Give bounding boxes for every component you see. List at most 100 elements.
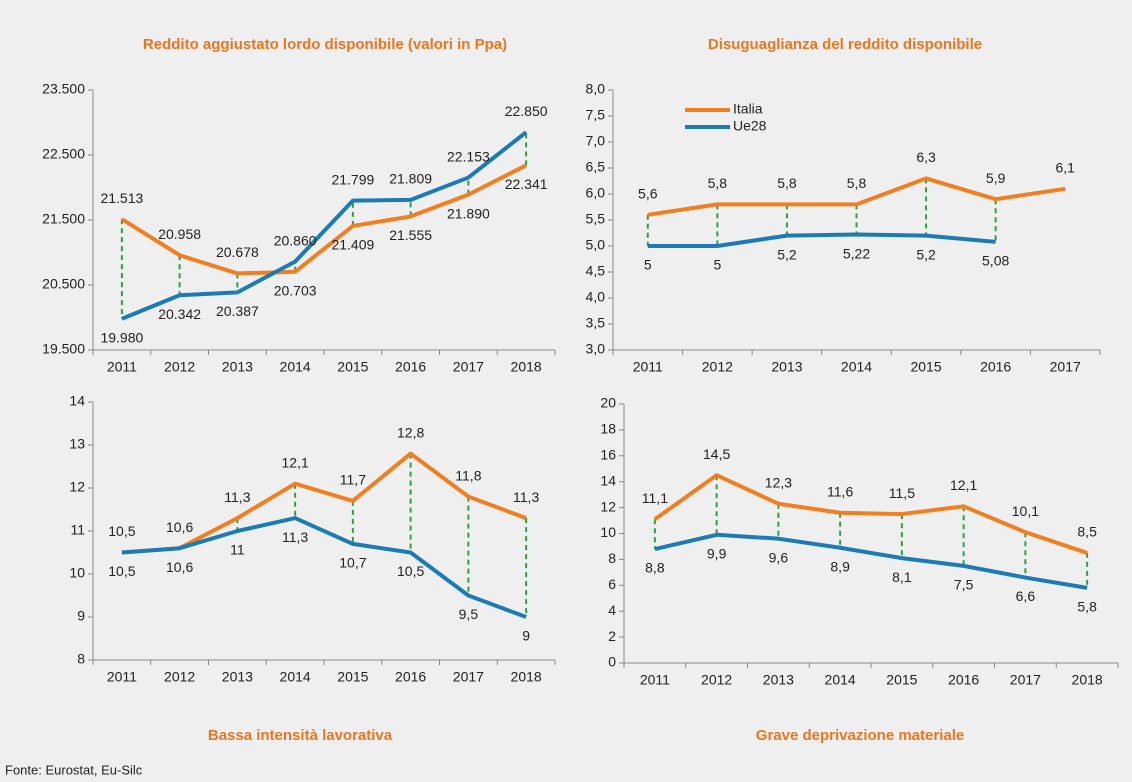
y-tick-label: 5,5	[586, 211, 606, 227]
data-label: 11,8	[455, 467, 481, 483]
data-label: 9	[522, 628, 530, 644]
data-label: 5,8	[847, 175, 867, 191]
data-label: 8,8	[645, 560, 665, 576]
data-label: 5,8	[1077, 599, 1097, 615]
x-tick-label: 2012	[702, 359, 733, 375]
y-tick-label: 23.500	[42, 81, 85, 97]
chart-title: Bassa intensità lavorativa	[208, 727, 393, 744]
x-tick-label: 2013	[771, 359, 802, 375]
y-tick-label: 4,5	[586, 263, 606, 279]
x-tick-label: 2017	[453, 669, 484, 685]
series-line	[647, 176, 1066, 217]
y-tick-label: 22.500	[42, 146, 85, 162]
x-tick-label: 2018	[1072, 672, 1103, 688]
y-tick-label: 21.500	[42, 211, 85, 227]
series-line	[654, 532, 1088, 590]
y-tick-label: 13	[69, 436, 85, 452]
data-label: 11,3	[513, 489, 539, 505]
data-label: 9,9	[707, 545, 727, 561]
x-tick-label: 2012	[701, 672, 732, 688]
data-label: 14,5	[703, 446, 730, 462]
x-tick-label: 2014	[280, 359, 311, 375]
y-tick-label: 10	[600, 524, 616, 540]
x-tick-label: 2016	[395, 669, 426, 685]
y-tick-label: 18	[600, 421, 616, 437]
y-tick-label: 2	[608, 628, 616, 644]
data-label: 20.342	[158, 306, 201, 322]
x-tick-label: 2013	[222, 359, 253, 375]
series-line	[121, 516, 527, 619]
y-tick-label: 9	[77, 608, 85, 624]
x-tick-label: 2015	[886, 672, 917, 688]
data-label: 10,6	[166, 559, 193, 575]
x-tick-label: 2012	[164, 359, 195, 375]
data-label: 20.678	[216, 244, 259, 260]
series-line	[121, 451, 527, 555]
data-label: 21.513	[100, 190, 143, 206]
x-tick-label: 2016	[395, 359, 426, 375]
data-label: 11,6	[827, 483, 853, 499]
data-label: 11,1	[642, 490, 668, 506]
data-label: 5,2	[916, 246, 936, 262]
data-label: 5,6	[638, 186, 658, 202]
y-tick-label: 20	[600, 395, 616, 411]
y-tick-label: 4,0	[586, 289, 606, 305]
x-tick-label: 2015	[337, 359, 368, 375]
y-tick-label: 12	[69, 479, 85, 495]
data-label: 20.703	[274, 283, 317, 299]
x-tick-label: 2014	[841, 359, 872, 375]
x-tick-label: 2017	[1010, 672, 1041, 688]
y-tick-label: 14	[600, 472, 616, 488]
data-label: 5,8	[777, 175, 797, 191]
data-label: 22.850	[505, 103, 548, 119]
data-label: 5	[644, 257, 652, 273]
data-label: 20.860	[274, 232, 317, 248]
y-tick-label: 3,0	[586, 341, 606, 357]
data-label: 9,5	[459, 606, 479, 622]
x-tick-label: 2012	[164, 669, 195, 685]
series-line	[653, 473, 1088, 555]
x-tick-label: 2017	[453, 359, 484, 375]
data-label: 22.341	[505, 176, 548, 192]
y-tick-label: 6	[608, 576, 616, 592]
x-tick-label: 2015	[910, 359, 941, 375]
data-label: 19.980	[100, 330, 143, 346]
data-label: 9,6	[769, 549, 789, 565]
x-tick-label: 2015	[337, 669, 368, 685]
y-tick-label: 7,0	[586, 133, 606, 149]
data-label: 12,1	[950, 477, 977, 493]
y-tick-label: 0	[608, 654, 616, 670]
y-tick-label: 10	[69, 565, 85, 581]
data-label: 10,5	[108, 563, 135, 579]
data-label: 8,1	[892, 569, 912, 585]
x-tick-label: 2013	[222, 669, 253, 685]
data-label: 21.799	[331, 171, 374, 187]
legend-label: Ue28	[733, 118, 767, 134]
data-label: 11,3	[224, 489, 250, 505]
y-tick-label: 5,0	[586, 237, 606, 253]
data-label: 12,8	[397, 424, 424, 440]
chart-title: Disuguaglianza del reddito disponibile	[708, 36, 982, 53]
data-label: 5,8	[708, 175, 728, 191]
data-label: 21.409	[331, 237, 374, 253]
y-tick-label: 3,5	[586, 315, 606, 331]
data-label: 6,6	[1016, 588, 1036, 604]
x-tick-label: 2011	[633, 359, 663, 375]
data-label: 21.890	[447, 205, 490, 221]
data-label: 8,9	[830, 558, 850, 574]
data-label: 21.555	[389, 227, 432, 243]
data-label: 22.153	[447, 148, 490, 164]
legend-label: Italia	[733, 101, 763, 117]
data-label: 5,2	[777, 246, 797, 262]
y-tick-label: 4	[608, 602, 616, 618]
data-label: 12,1	[282, 454, 309, 470]
y-tick-label: 14	[69, 393, 85, 409]
series-line	[120, 163, 528, 276]
x-tick-label: 2014	[280, 669, 311, 685]
y-tick-label: 16	[600, 447, 616, 463]
data-label: 7,5	[954, 577, 974, 593]
x-tick-label: 2011	[107, 359, 137, 375]
x-tick-label: 2017	[1050, 359, 1081, 375]
x-tick-label: 2011	[640, 672, 670, 688]
